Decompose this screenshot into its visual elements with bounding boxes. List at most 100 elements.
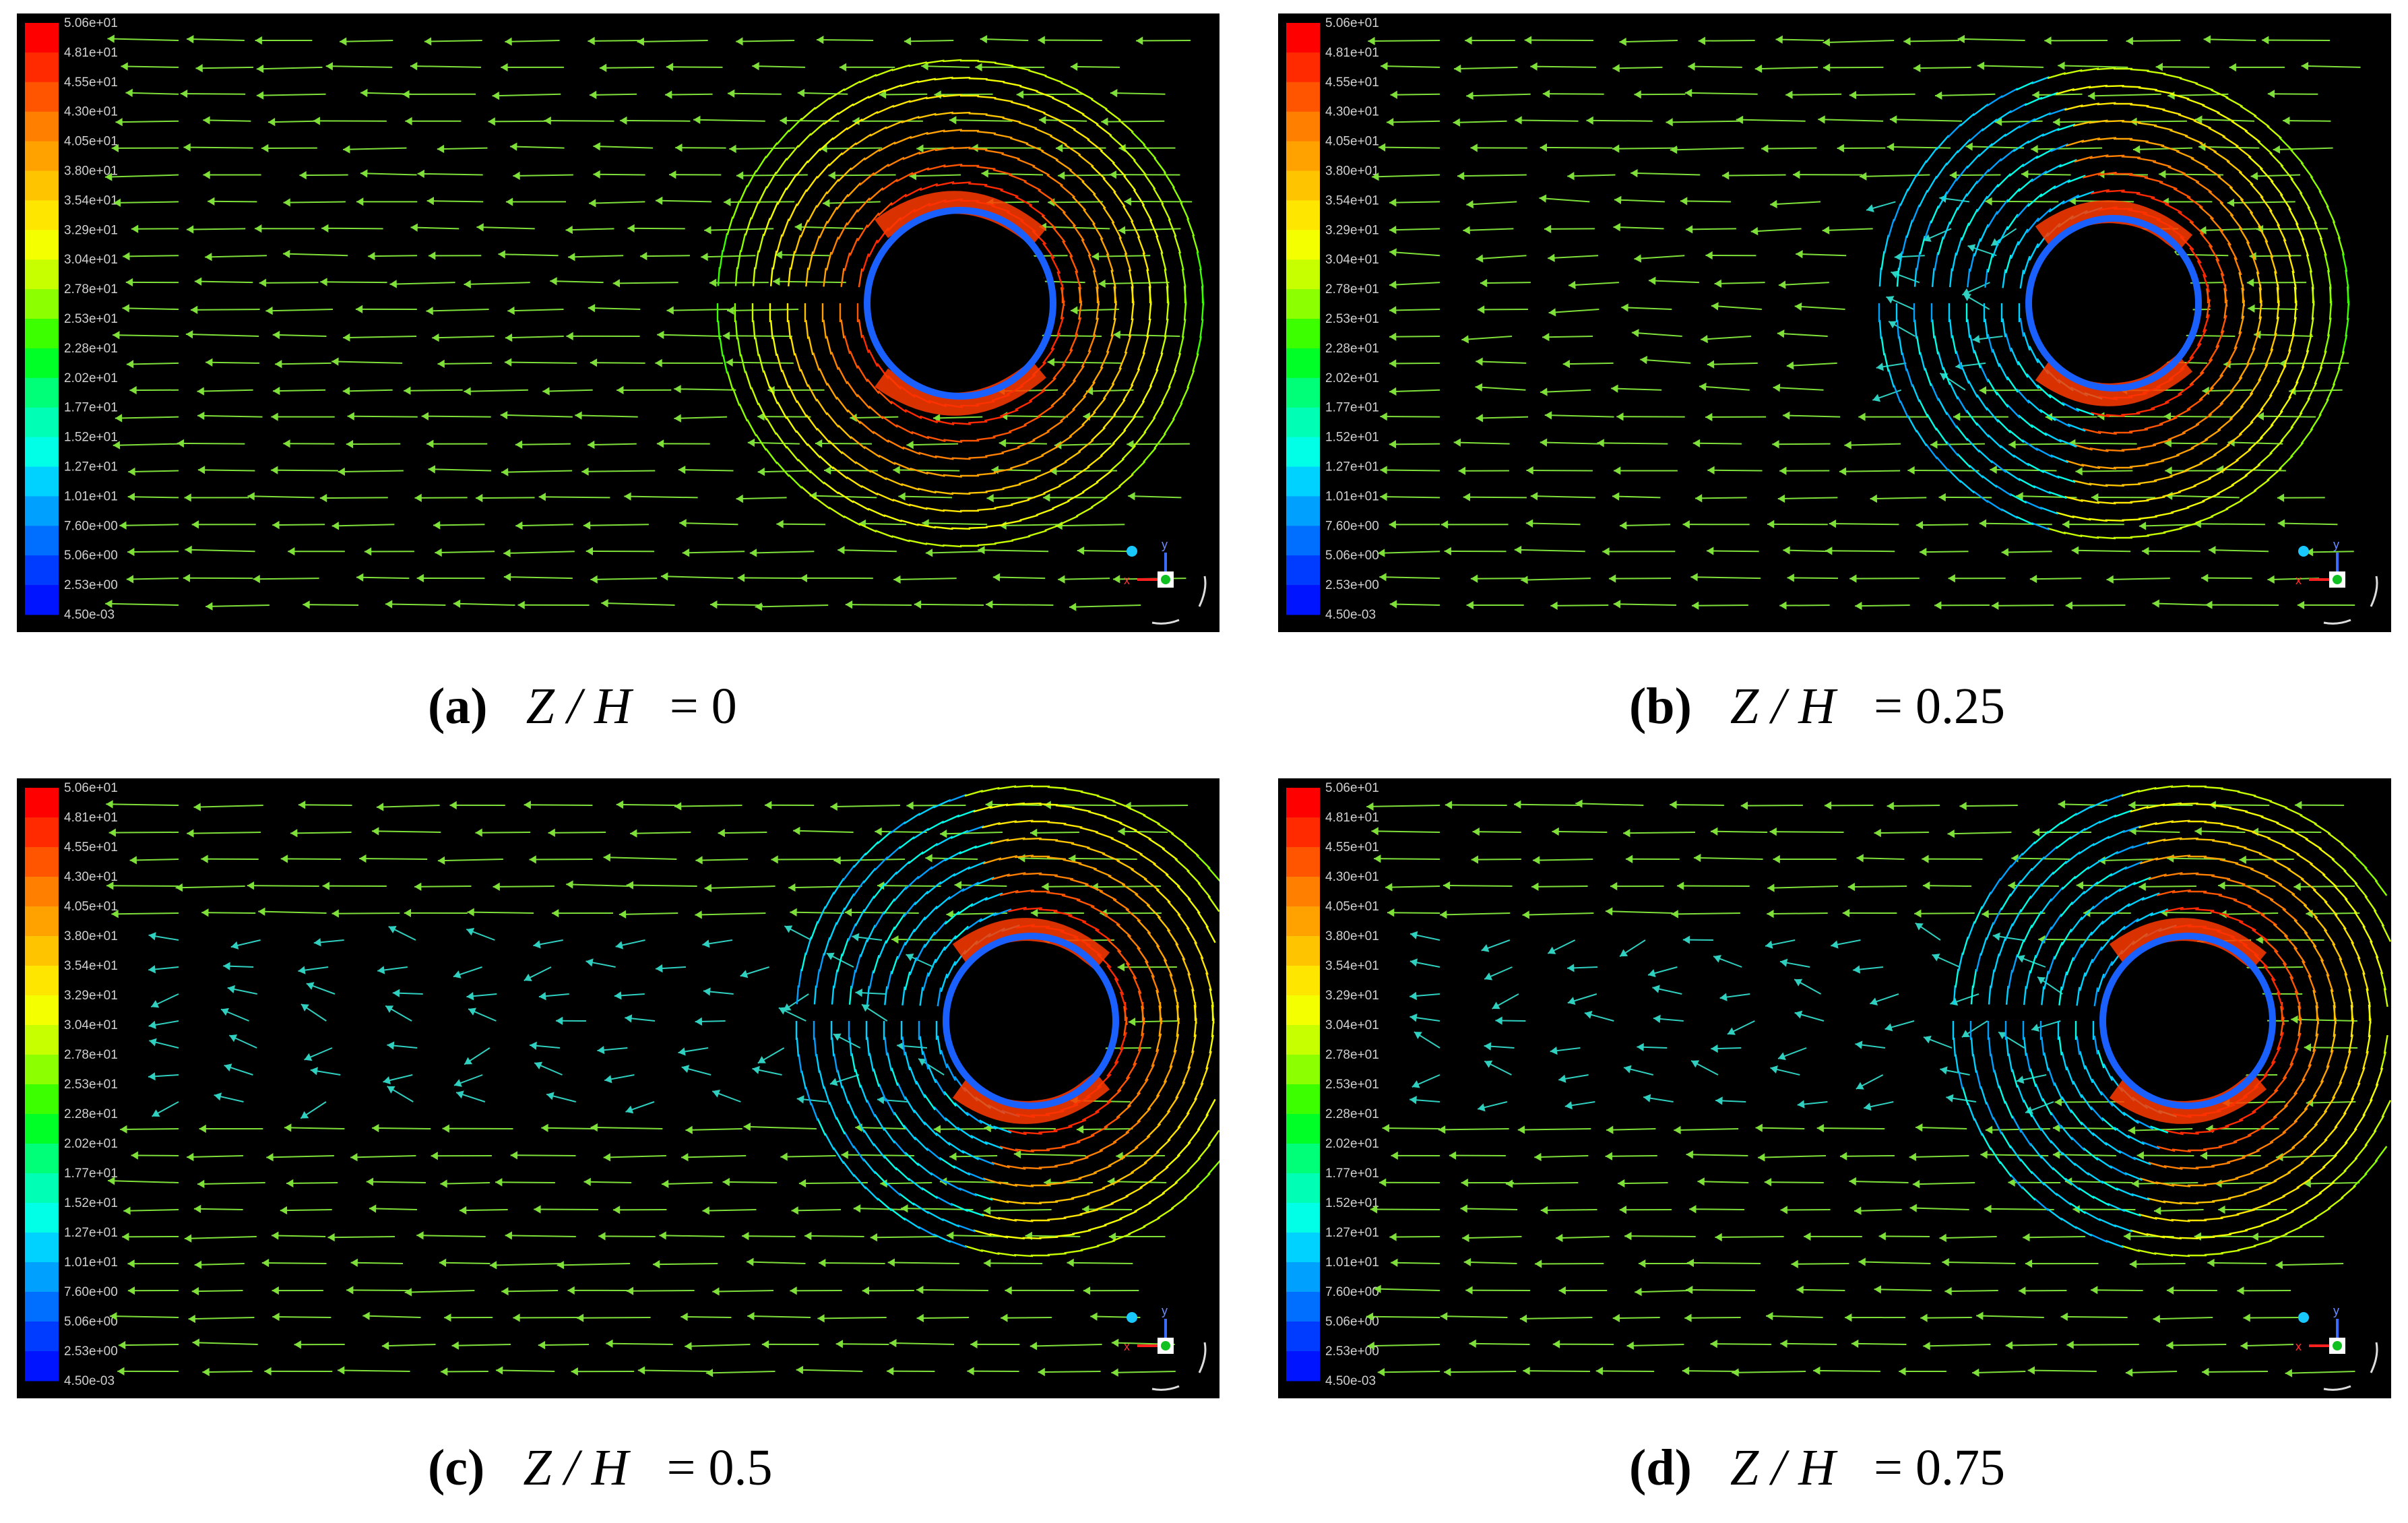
- vector-shaft: [1630, 172, 1701, 176]
- vector-shaft: [2219, 912, 2279, 915]
- field-vector: [2353, 1113, 2366, 1131]
- field-vector: [2090, 412, 2110, 418]
- field-vector: [1995, 485, 2013, 497]
- vector-head: [151, 1000, 160, 1008]
- vector-shaft: [2165, 495, 2240, 499]
- field-vector: [909, 1066, 918, 1085]
- vector-head: [529, 855, 536, 864]
- vector-head: [2058, 800, 2066, 809]
- vector-head: [1829, 519, 1837, 528]
- vector-shaft: [1454, 66, 1518, 70]
- field-vector: [885, 846, 901, 860]
- field-vector: [2048, 956, 2056, 974]
- field-vector: [848, 1037, 852, 1057]
- vector-head: [1492, 1001, 1500, 1009]
- field-vector: [2282, 1186, 2300, 1198]
- field-vector: [800, 486, 817, 500]
- vector-head: [2124, 1232, 2131, 1241]
- vector-shaft: [416, 1235, 486, 1237]
- colorbar-swatch: [25, 1233, 59, 1263]
- vector-head: [1761, 144, 1769, 153]
- vector-head: [1544, 411, 1552, 420]
- field-vector: [2300, 877, 2316, 892]
- colorbar-tick-label: 7.60e+00: [1325, 519, 1379, 533]
- field-vector: [2240, 392, 2254, 408]
- field-vector: [1069, 169, 1085, 183]
- field-vector: [1151, 1049, 1160, 1067]
- field-vector: [1979, 365, 1989, 383]
- field-vector: [921, 1187, 939, 1200]
- field-vector: [2273, 1171, 2291, 1182]
- field-vector: [763, 218, 771, 237]
- vector-head: [1715, 1096, 1723, 1105]
- vector-head: [1409, 1096, 1417, 1105]
- velocity-vectors: [104, 34, 1193, 611]
- field-vector: [1999, 1160, 2013, 1177]
- field-vector: [1076, 899, 1095, 908]
- field-vector: [2203, 314, 2210, 333]
- vector-shaft: [1377, 551, 1440, 554]
- field-vector: [985, 452, 1005, 458]
- vector-head: [1098, 279, 1106, 288]
- vector-head: [2071, 546, 2079, 555]
- vector-head: [1389, 520, 1396, 529]
- field-vector: [1153, 433, 1166, 449]
- field-vector: [1093, 868, 1112, 877]
- field-vector: [1041, 215, 1056, 229]
- vector-shaft: [2021, 173, 2071, 176]
- field-vector: [1158, 1005, 1163, 1024]
- vector-shaft: [1699, 385, 1750, 391]
- field-vector: [1078, 154, 1094, 167]
- vector-head: [2243, 1313, 2250, 1322]
- field-vector: [1142, 335, 1149, 354]
- field-vector: [868, 239, 879, 257]
- field-vector: [2346, 286, 2350, 306]
- field-vector: [1970, 1037, 1974, 1057]
- vector-shaft: [1548, 255, 1599, 259]
- field-vector: [867, 89, 886, 99]
- vector-shaft: [331, 361, 403, 364]
- vector-head: [626, 881, 634, 890]
- field-vector: [2107, 830, 2126, 840]
- field-vector: [943, 94, 962, 98]
- field-vector: [990, 838, 1009, 844]
- field-vector: [2163, 1164, 2183, 1170]
- vector-head: [877, 1096, 885, 1105]
- field-vector: [2202, 104, 2220, 114]
- field-vector: [1147, 931, 1160, 948]
- vector-head: [1461, 1178, 1468, 1187]
- vector-shaft: [2304, 1047, 2358, 1049]
- field-vector: [1200, 956, 1209, 975]
- vector-shaft: [123, 255, 179, 257]
- field-vector: [1032, 165, 1050, 176]
- field-vector: [1160, 252, 1167, 271]
- vector-shaft: [1855, 604, 1910, 607]
- vector-head: [975, 63, 982, 71]
- field-vector: [1011, 101, 1030, 108]
- field-vector: [1125, 844, 1143, 856]
- field-vector: [732, 200, 740, 219]
- field-vector: [1972, 103, 1989, 117]
- colorbar-tick-label: 2.78e+01: [64, 1048, 118, 1062]
- field-vector: [2203, 1146, 2223, 1150]
- field-vector: [2208, 402, 2224, 416]
- field-vector: [2093, 987, 2099, 1007]
- field-vector: [1990, 460, 2007, 473]
- vector-shaft: [630, 832, 691, 834]
- field-vector: [2193, 119, 2212, 129]
- field-vector: [951, 146, 971, 150]
- field-vector: [1118, 473, 1134, 487]
- field-vector: [1076, 1134, 1095, 1143]
- field-vector: [819, 220, 829, 239]
- field-vector: [1038, 404, 1054, 417]
- vector-shaft: [1612, 147, 1678, 150]
- field-vector: [1982, 475, 1998, 489]
- vector-head: [148, 1020, 156, 1029]
- field-vector: [2052, 861, 2067, 875]
- field-vector: [2369, 1083, 2379, 1102]
- field-vector: [1007, 872, 1026, 877]
- colorbar-swatch: [25, 877, 59, 907]
- field-vector: [837, 491, 854, 503]
- vector-head: [1567, 997, 1576, 1005]
- vector-head: [1976, 1311, 1984, 1320]
